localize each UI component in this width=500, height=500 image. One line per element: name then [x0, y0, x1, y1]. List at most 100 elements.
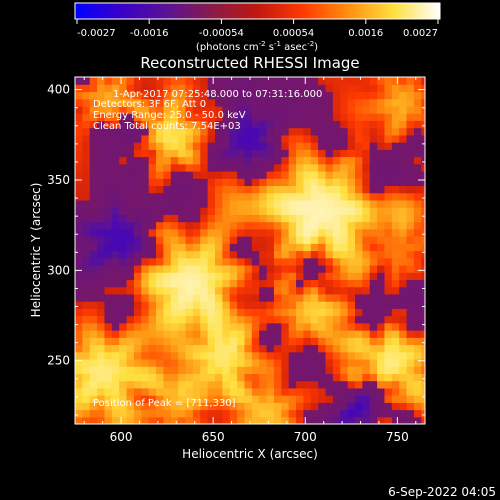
heatmap-cell [104, 416, 113, 424]
heatmap-cell [377, 395, 386, 403]
heatmap-cell [288, 207, 297, 215]
heatmap-cell [178, 279, 187, 288]
y-tick-label: 400 [47, 83, 70, 97]
heatmap-cell [318, 358, 327, 367]
heatmap-cell [163, 395, 172, 403]
heatmap-cell [251, 330, 260, 338]
heatmap-cell [288, 366, 297, 374]
heatmap-cell [362, 120, 371, 129]
heatmap-cell [215, 395, 223, 403]
heatmap-cell [399, 127, 408, 136]
heatmap-cell [82, 199, 91, 208]
heatmap-cell [207, 207, 216, 215]
heatmap-cell [192, 105, 201, 114]
heatmap-cell [229, 272, 238, 281]
heatmap-cell [266, 293, 275, 302]
heatmap-cell [222, 416, 231, 424]
heatmap-cell [318, 286, 327, 295]
heatmap-cell [355, 272, 363, 281]
heatmap-cell [111, 409, 120, 418]
heatmap-cell [340, 337, 349, 346]
heatmap-cell [369, 358, 378, 367]
heatmap-cell [222, 330, 231, 338]
heatmap-cell [377, 178, 386, 187]
heatmap-cell [281, 286, 290, 295]
heatmap-cell [406, 120, 415, 129]
heatmap-cell [229, 315, 238, 324]
heatmap-cell [97, 243, 106, 252]
heatmap-cell [340, 279, 349, 288]
heatmap-cell [75, 228, 83, 237]
heatmap-cell [75, 337, 83, 346]
heatmap-cell [97, 315, 106, 324]
heatmap-cell [413, 308, 422, 317]
heatmap-cell [163, 185, 172, 194]
heatmap-cell [399, 228, 408, 237]
heatmap-cell [75, 120, 83, 129]
heatmap-cell [318, 105, 327, 114]
heatmap-cell [126, 351, 135, 360]
heatmap-cell [266, 127, 275, 136]
heatmap-cell [413, 127, 422, 136]
heatmap-cell [163, 163, 172, 172]
heatmap-cell [244, 142, 253, 150]
heatmap-cell [369, 156, 378, 165]
heatmap-cell [384, 236, 393, 244]
heatmap-cell [222, 221, 231, 230]
heatmap-cell [310, 308, 319, 317]
heatmap-cell [170, 77, 179, 85]
heatmap-cell [200, 272, 209, 281]
heatmap-cell [185, 170, 194, 179]
heatmap-cell [141, 236, 150, 244]
heatmap-cell [185, 149, 194, 158]
heatmap-cell [413, 170, 422, 179]
heatmap-cell [237, 351, 246, 360]
heatmap-cell [215, 199, 223, 208]
heatmap-cell [126, 120, 135, 129]
heatmap-cell [170, 98, 179, 107]
heatmap-cell [399, 416, 408, 424]
heatmap-cell [104, 243, 113, 252]
heatmap-cell [377, 236, 386, 244]
heatmap-cell [362, 214, 371, 223]
heatmap-cell [362, 395, 371, 403]
heatmap-cell [178, 250, 187, 259]
heatmap-cell [362, 387, 371, 396]
heatmap-cell [170, 279, 179, 288]
heatmap-cell [288, 243, 297, 252]
heatmap-cell [325, 257, 334, 266]
heatmap-cell [377, 250, 386, 259]
heatmap-cell [362, 330, 371, 338]
heatmap-cell [75, 214, 83, 223]
heatmap-cell [222, 344, 231, 353]
heatmap-cell [340, 409, 349, 418]
heatmap-cell [384, 301, 393, 309]
heatmap-cell [384, 105, 393, 114]
heatmap-cell [296, 113, 305, 121]
heatmap-cell [229, 149, 238, 158]
heatmap-cell [303, 134, 312, 143]
heatmap-cell [310, 257, 319, 266]
heatmap-cell [200, 214, 209, 223]
heatmap-cell [288, 170, 297, 179]
heatmap-cell [377, 199, 386, 208]
heatmap-cell [362, 163, 371, 172]
heatmap-cell [141, 163, 150, 172]
heatmap-cell [156, 84, 165, 93]
heatmap-cell [318, 351, 327, 360]
heatmap-cell [192, 279, 201, 288]
heatmap-cell [347, 380, 356, 389]
heatmap-cell [340, 221, 349, 230]
heatmap-cell [288, 315, 297, 324]
heatmap-cell [281, 409, 290, 418]
heatmap-cell [369, 279, 378, 288]
heatmap-cell [126, 228, 135, 237]
heatmap-cell [413, 272, 422, 281]
heatmap-cell [391, 105, 400, 114]
heatmap-cell [369, 228, 378, 237]
heatmap-cell [325, 308, 334, 317]
heatmap-cell [325, 178, 334, 187]
heatmap-cell [377, 373, 386, 382]
heatmap-cell [133, 402, 142, 411]
heatmap-cell [133, 149, 142, 158]
